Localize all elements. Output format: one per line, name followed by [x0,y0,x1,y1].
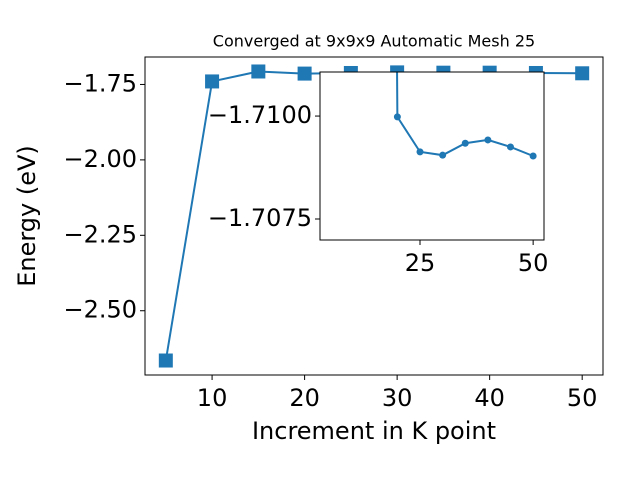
marker [393,113,401,121]
y-tick-label: −2.00 [63,145,137,173]
x-tick-label: 20 [289,384,320,412]
y-tick-label: −1.7075 [208,204,312,232]
x-tick-label: 30 [382,384,413,412]
inset-background [320,72,544,240]
axes-frame [144,56,604,376]
marker [461,139,469,147]
marker [575,66,590,81]
x-tick-label: 25 [405,249,436,277]
marker [251,64,266,79]
y-tick-label: −1.75 [63,69,137,97]
x-tick-label: 40 [474,384,505,412]
x-axis-label: Increment in K point [252,417,496,445]
chart-title: Converged at 9x9x9 Automatic Mesh 25 [213,32,535,51]
plot-area [393,72,537,160]
marker [529,152,537,160]
y-tick-label: −2.25 [63,220,137,248]
axes-frame [319,71,545,241]
marker [416,148,424,156]
marker [158,353,173,368]
x-tick-label: 10 [197,384,228,412]
marker [205,74,220,89]
y-axis-label: Energy (eV) [13,145,41,287]
x-tick-label: 50 [567,384,598,412]
marker [507,143,515,151]
x-tick-label: 50 [518,249,549,277]
marker [297,66,312,81]
y-tick-label: −2.50 [63,296,137,324]
marker [484,136,492,144]
line [396,72,534,157]
y-tick-label: −1.7100 [208,101,312,129]
marker [439,151,447,159]
